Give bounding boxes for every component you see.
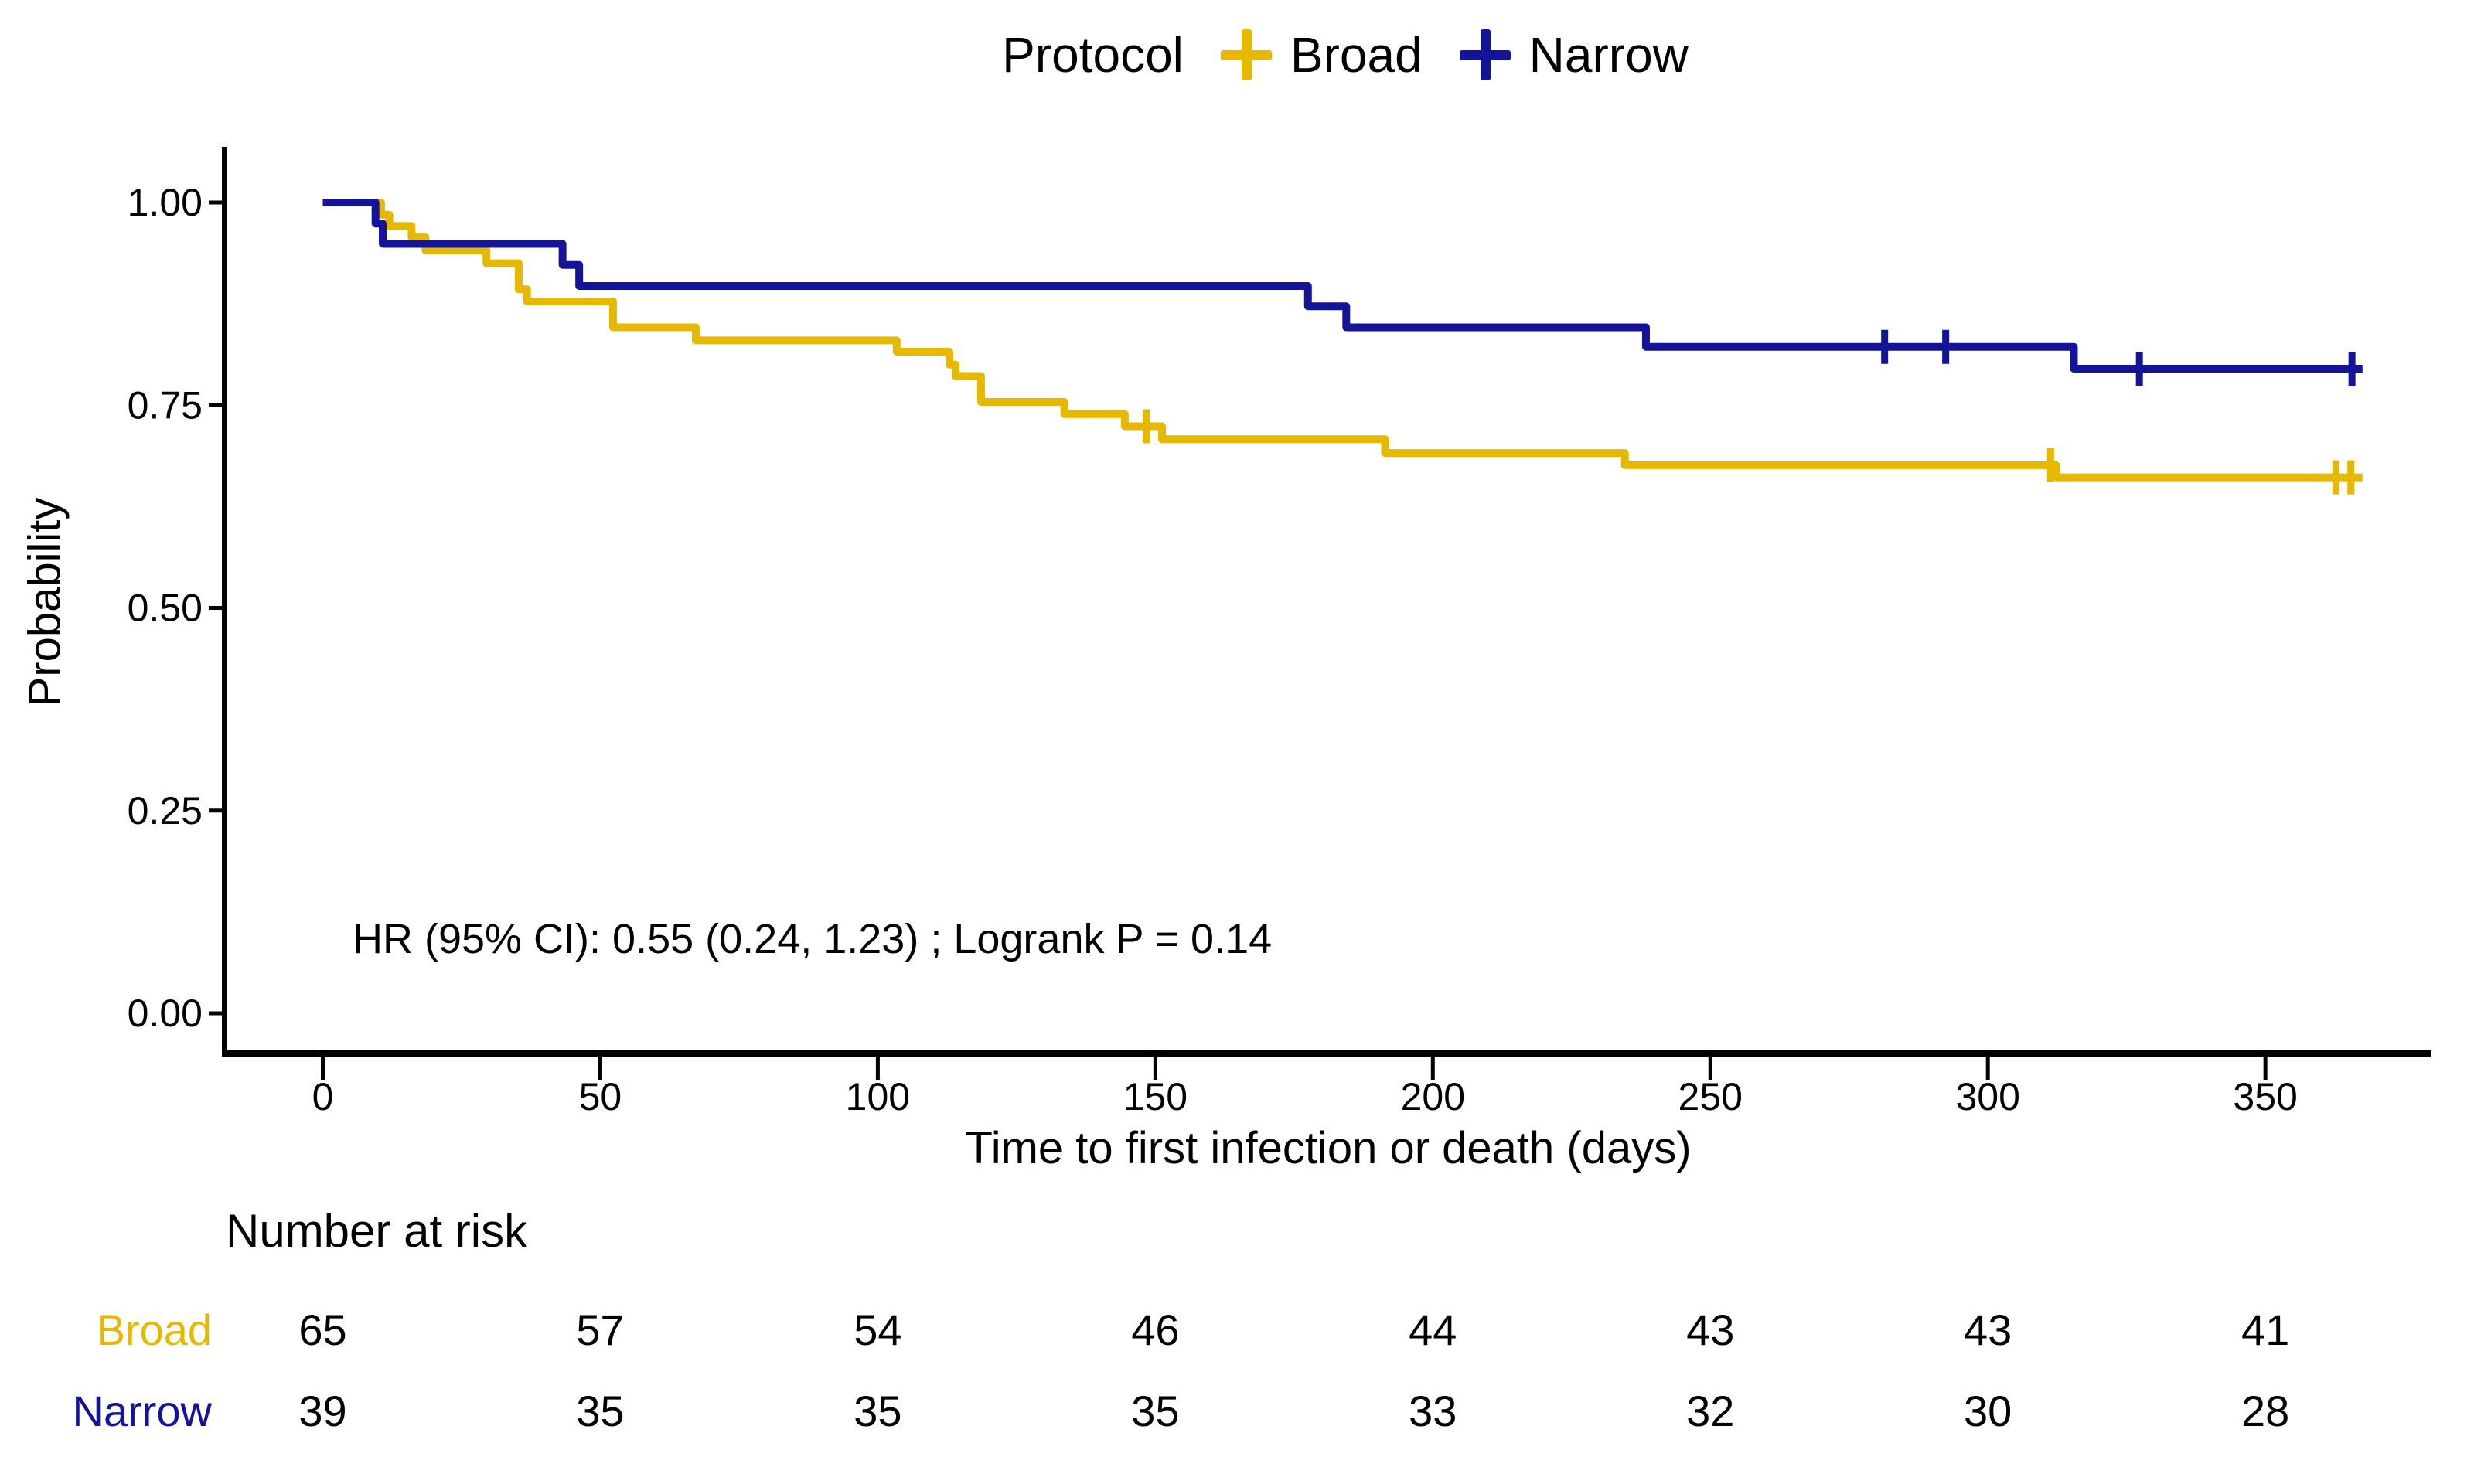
risk-value: 32	[1686, 1387, 1735, 1435]
x-tick-label: 250	[1678, 1075, 1743, 1118]
x-tick-label: 0	[312, 1075, 334, 1118]
risk-value: 43	[1686, 1305, 1735, 1354]
y-tick-label: 0.00	[128, 992, 203, 1035]
risk-value: 43	[1964, 1305, 2012, 1354]
censor-plus-icon	[1220, 29, 1272, 80]
x-axis-title: Time to first infection or death (days)	[965, 1123, 1692, 1173]
y-tick-label: 0.25	[128, 789, 203, 832]
risk-value: 46	[1131, 1305, 1180, 1354]
y-tick-label: 0.50	[128, 587, 203, 630]
risk-value: 33	[1409, 1387, 1457, 1435]
risk-row-label-broad: Broad	[96, 1305, 212, 1354]
risk-value: 35	[1131, 1387, 1180, 1435]
x-tick-label: 350	[2233, 1075, 2297, 1118]
broad-survival-curve	[322, 199, 2363, 482]
legend-item-broad: Broad	[1220, 26, 1423, 83]
risk-table-title: Number at risk	[226, 1205, 528, 1257]
risk-value: 41	[2241, 1305, 2290, 1354]
y-axis-title: Probability	[19, 497, 70, 707]
legend-label: Broad	[1290, 27, 1423, 83]
risk-value: 30	[1964, 1387, 2012, 1435]
x-tick-label: 300	[1955, 1075, 2019, 1118]
risk-value: 35	[576, 1387, 625, 1435]
censor-plus-icon	[1459, 29, 1511, 80]
risk-value: 28	[2241, 1387, 2290, 1435]
hr-logrank-annotation: HR (95% CI): 0.55 (0.24, 1.23) ; Logrank…	[353, 916, 1273, 962]
legend-item-narrow: Narrow	[1459, 26, 1689, 83]
legend-title: Protocol	[1002, 27, 1184, 83]
risk-value: 54	[854, 1305, 902, 1354]
risk-row-label-narrow: Narrow	[72, 1387, 212, 1435]
survival-plot: 0 50 100 150 200 250 300 350 1.00 0.75 0.50 0.25 0.0…	[128, 147, 2431, 1118]
y-tick-label: 1.00	[128, 181, 203, 224]
risk-value: 57	[576, 1305, 625, 1354]
risk-value: 65	[298, 1305, 347, 1354]
legend: Protocol Broad Narrow	[108, 20, 2474, 90]
x-tick-label: 150	[1123, 1075, 1188, 1118]
risk-value: 35	[854, 1387, 902, 1435]
legend-label: Narrow	[1528, 27, 1689, 83]
y-tick-label: 0.75	[128, 383, 203, 427]
x-tick-label: 200	[1401, 1075, 1465, 1118]
x-tick-label: 100	[846, 1075, 910, 1118]
narrow-survival-curve	[322, 199, 2363, 373]
x-tick-label: 50	[579, 1075, 622, 1118]
risk-value: 39	[298, 1387, 347, 1435]
risk-value: 44	[1409, 1305, 1457, 1354]
